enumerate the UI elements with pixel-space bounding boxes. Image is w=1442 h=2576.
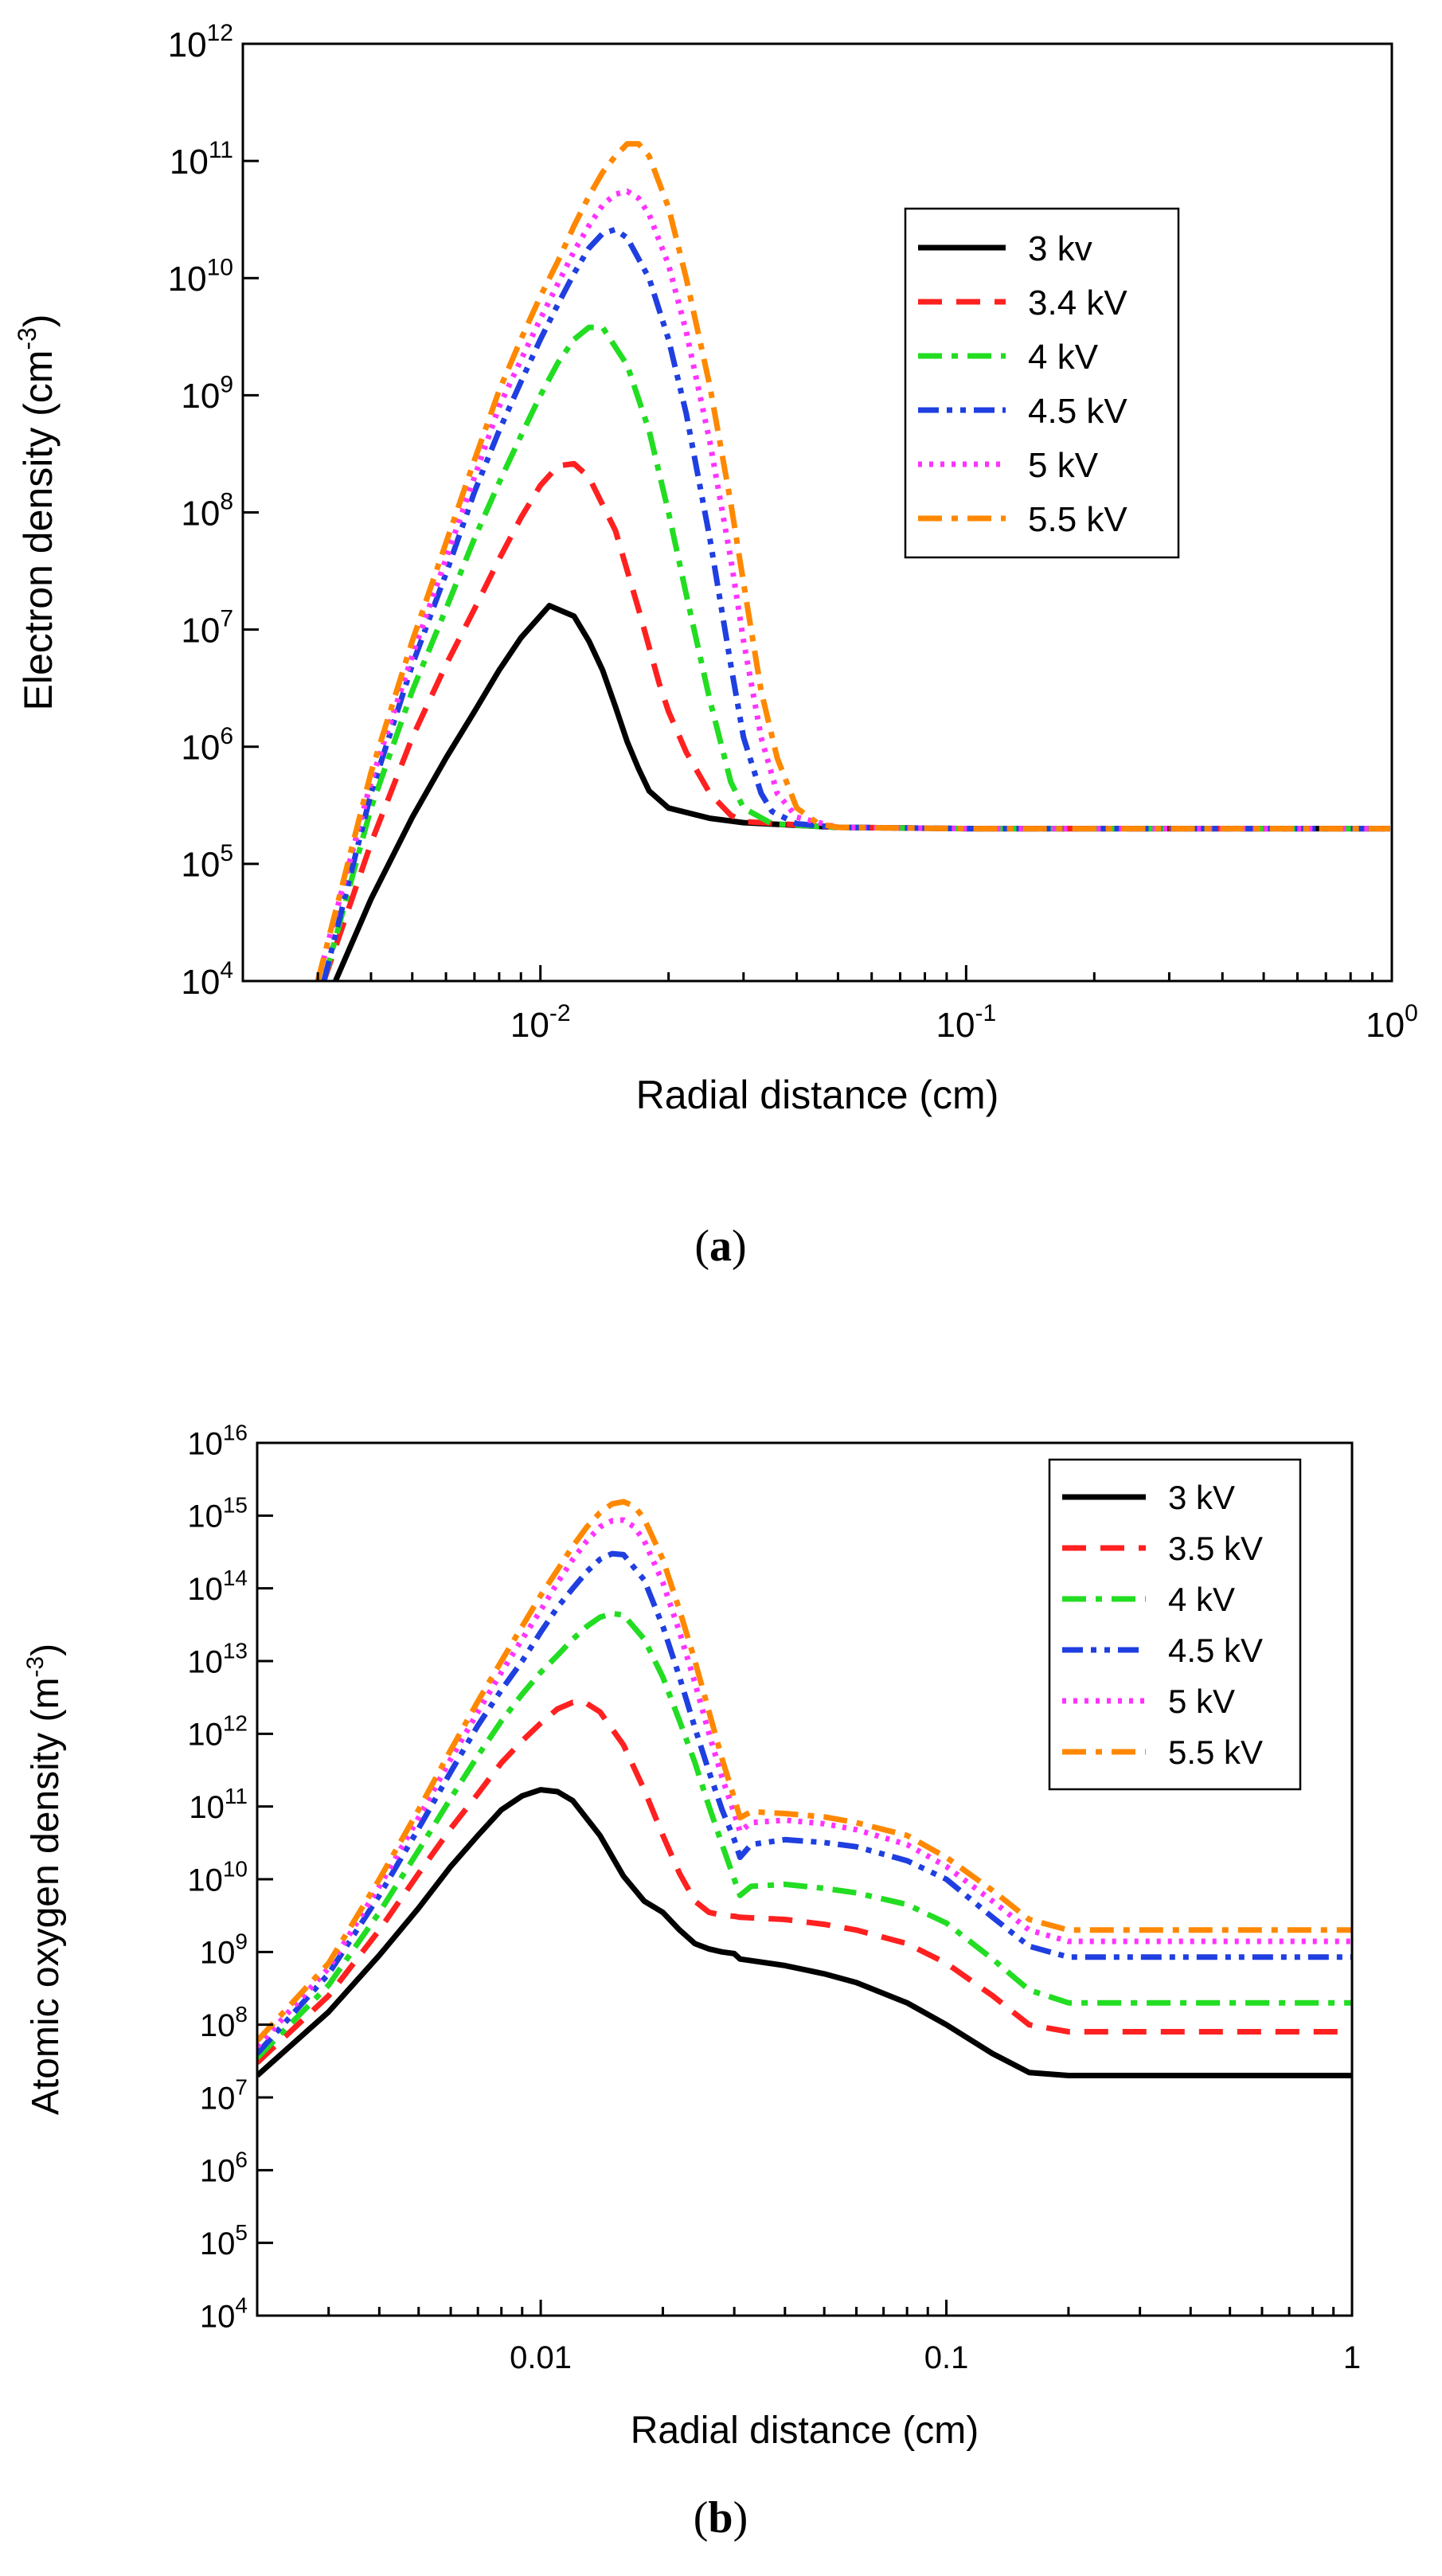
series-line-2 [321,324,1390,981]
y-tick-label: 1010 [187,1856,248,1898]
panel-caption: (a) [694,1222,746,1271]
y-tick-label: 105 [200,2220,248,2261]
series-line-3 [321,226,1390,981]
x-axis-label: Radial distance (cm) [631,2410,979,2452]
legend-label-5: 5.5 kV [1028,500,1127,539]
x-tick-label: 0.1 [924,2340,969,2375]
series-line-4 [315,188,1390,981]
y-tick-label: 106 [181,723,233,768]
plot-area [315,141,1390,981]
legend-label-2: 4 kV [1028,338,1099,377]
legend-label-0: 3 kV [1168,1479,1235,1516]
legend-label-3: 4.5 kV [1168,1632,1263,1669]
legend-label-5: 5.5 kV [1168,1734,1263,1771]
series-line-0 [257,1787,1352,2078]
x-tick-label: 100 [1366,1000,1418,1045]
y-tick-label: 108 [200,2002,248,2043]
plot-frame [241,42,1393,983]
legend-label-4: 5 kV [1168,1683,1235,1720]
y-axis-label: Atomic oxygen density (m-3) [22,1644,67,2115]
y-tick-label: 1012 [168,20,233,64]
x-tick-label: 0.01 [510,2340,572,2375]
chart-panel-b: 1041051061071081091010101110121013101410… [22,1420,1361,2543]
legend-label-3: 4.5 kV [1028,392,1127,431]
x-tick-label: 10-1 [936,1000,997,1045]
series-line-0 [333,603,1390,981]
legend-label-0: 3 kv [1028,229,1092,268]
y-tick-label: 107 [181,606,233,651]
y-axis-label: Electron density (cm-3) [13,314,61,710]
legend-label-4: 5 kV [1028,446,1099,485]
y-tick-label: 1015 [187,1493,248,1534]
y-tick-label: 104 [181,957,233,1002]
y-tick-label: 1014 [187,1566,248,1607]
legend-box [1048,1458,1302,1791]
y-tick-label: 107 [200,2074,248,2116]
series-line-5 [257,1499,1352,2043]
chart-panel-a: 104 105 106 107 108 109 1010 1011 1012 10-2 10-1 10… [13,20,1418,1271]
legend: 3 kv 3.4 kV 4 kV 4.5 kV 5 kV 5.5 kV [904,207,1180,559]
series-line-5 [315,141,1390,981]
y-tick-label: 1016 [187,1420,248,1461]
y-tick-label: 108 [181,489,233,534]
y-tick-label: 104 [200,2293,248,2334]
legend-label-1: 3.5 kV [1168,1530,1263,1567]
y-tick-label: 1011 [170,137,233,182]
legend-label-2: 4 kV [1168,1581,1235,1618]
y-tick-label: 1013 [187,1638,248,1679]
legend: 3 kV 3.5 kV 4 kV 4.5 kV 5 kV 5.5 kV [1048,1458,1302,1791]
y-tick-label: 1011 [189,1784,248,1825]
series-line-2 [257,1610,1352,2060]
x-tick-label: 10-2 [510,1000,571,1045]
y-tick-label: 109 [181,371,233,416]
x-axis-label: Radial distance (cm) [636,1073,999,1117]
y-tick-label: 1012 [187,1711,248,1753]
y-tick-label: 109 [200,1929,248,1971]
series-line-1 [257,1699,1352,2065]
plot-area [257,1499,1352,2078]
legend-box [904,207,1180,559]
x-tick-label: 1 [1343,2340,1361,2375]
series-line-1 [321,460,1390,981]
y-tick-label: 1010 [168,254,233,299]
legend-label-1: 3.4 kV [1028,283,1127,322]
y-tick-label: 106 [200,2148,248,2189]
panel-caption: (b) [694,2493,748,2543]
y-tick-label: 105 [181,840,233,885]
